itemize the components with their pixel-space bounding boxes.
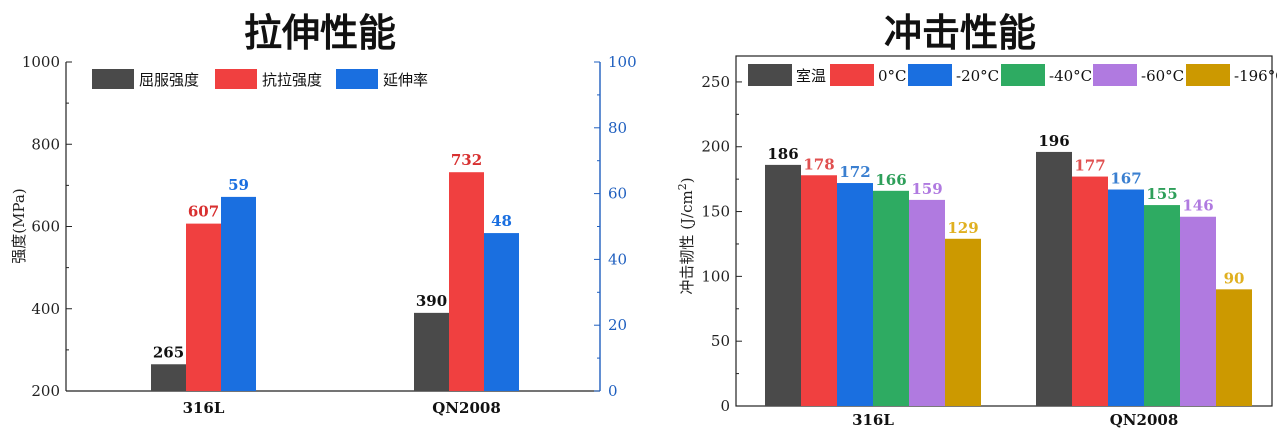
x-tick-label: QN2008: [432, 399, 501, 417]
y-tick-label: 0: [720, 397, 730, 415]
bar-elongation-qn2008: [484, 233, 519, 391]
bar-value-label: 172: [839, 163, 870, 181]
legend-swatch: [1186, 64, 1230, 86]
left-tick-label: 600: [31, 218, 60, 236]
right-tick-label: 80: [608, 119, 627, 137]
legend-swatch: [748, 64, 792, 86]
bar-value-label: 196: [1038, 132, 1069, 150]
right-tick-label: 100: [608, 53, 637, 71]
plot-frame: [735, 55, 1273, 407]
right-tick-label: 20: [608, 316, 627, 334]
legend-swatch: [336, 69, 378, 89]
legend-label: 屈服强度: [139, 71, 199, 89]
x-tick-label: 316L: [183, 399, 225, 417]
y-axis-title: 冲击韧性 (J/cm2): [676, 177, 697, 294]
bar-value-label: 265: [153, 343, 184, 361]
x-tick-label: QN2008: [1110, 411, 1179, 429]
bar-item-316l: [765, 164, 801, 406]
legend-swatch: [215, 69, 257, 89]
bar-value-label: 129: [947, 219, 978, 237]
bar-196-c-316l: [945, 238, 981, 406]
y-tick-label: 50: [711, 332, 730, 350]
bar-value-label: 155: [1146, 185, 1177, 203]
legend-swatch: [830, 64, 874, 86]
bar-value-label: 177: [1074, 157, 1105, 175]
y-tick-label: 250: [701, 73, 730, 91]
bar-value-label: 167: [1110, 170, 1141, 188]
bar-tensile-316l: [186, 223, 221, 391]
y-axis-title: 强度(MPa): [10, 188, 28, 263]
chart-title: 拉伸性能: [244, 11, 396, 55]
legend-label: 室温: [796, 67, 826, 85]
bar-60-c-qn2008: [1180, 216, 1216, 406]
bar-0-c-qn2008: [1072, 176, 1108, 406]
tensile-chart: 拉伸性能 200 400 600 800 1000 0 20 40 60 80 100 强度(MPa) 延…: [10, 11, 640, 417]
bar-196-c-qn2008: [1216, 289, 1252, 406]
bar-value-label: 732: [451, 151, 482, 169]
bar-value-label: 607: [188, 203, 219, 221]
legend-label: 抗拉强度: [262, 71, 322, 89]
legend-swatch: [92, 69, 134, 89]
y-tick-label: 150: [701, 203, 730, 221]
bar-tensile-qn2008: [449, 172, 484, 391]
right-tick-label: 0: [608, 382, 618, 400]
bar-20-c-316l: [837, 183, 873, 406]
bar-elongation-316l: [221, 196, 256, 391]
bar-0-c-316l: [801, 175, 837, 406]
left-tick-label: 200: [31, 382, 60, 400]
legend-label: -20°C: [956, 67, 999, 85]
bar-yield-316l: [151, 364, 186, 391]
bar-value-label: 159: [911, 180, 942, 198]
legend-swatch: [1001, 64, 1045, 86]
right-tick-label: 60: [608, 185, 627, 203]
bar-value-label: 166: [875, 171, 906, 189]
legend-label: 0°C: [878, 67, 907, 85]
legend-swatch: [1093, 64, 1137, 86]
bar-60-c-316l: [909, 199, 945, 406]
y-tick-label: 100: [701, 267, 730, 285]
x-tick-label: 316L: [852, 411, 894, 429]
bar-40-c-316l: [873, 190, 909, 406]
bar-20-c-qn2008: [1108, 189, 1144, 406]
bar-item-qn2008: [1036, 151, 1072, 406]
y2-axis-title: 延伸率 (%): [639, 188, 640, 264]
legend-label: 延伸率: [383, 71, 428, 89]
bar-yield-qn2008: [414, 312, 449, 391]
bar-value-label: 90: [1224, 269, 1245, 287]
bar-value-label: 390: [416, 292, 447, 310]
chart-title: 冲击性能: [884, 11, 1036, 55]
bar-value-label: 186: [767, 145, 798, 163]
left-tick-label: 1000: [22, 53, 60, 71]
bar-40-c-qn2008: [1144, 205, 1180, 406]
bar-value-label: 59: [228, 176, 249, 194]
right-tick-label: 40: [608, 250, 627, 268]
left-tick-label: 800: [31, 135, 60, 153]
bar-value-label: 178: [803, 155, 834, 173]
legend-label: -60°C: [1141, 67, 1184, 85]
legend-label: -196°C: [1234, 67, 1277, 85]
legend-label: -40°C: [1049, 67, 1092, 85]
y-tick-label: 200: [701, 138, 730, 156]
impact-chart: 冲击性能 0 50 100 150 200 250 冲击韧性 (J/cm2) 186 178 172…: [676, 11, 1277, 429]
bar-value-label: 48: [491, 212, 512, 230]
left-tick-label: 400: [31, 300, 60, 318]
legend-swatch: [908, 64, 952, 86]
bar-value-label: 146: [1182, 197, 1213, 215]
